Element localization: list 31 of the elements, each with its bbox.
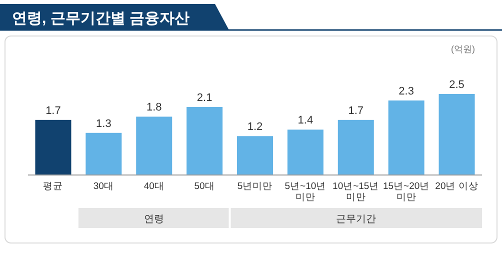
x-tick-label: 5년미만 xyxy=(237,181,273,192)
bar xyxy=(388,100,424,175)
text: 근무기간 xyxy=(336,214,376,225)
x-tick-label: 평균 xyxy=(43,181,64,192)
chart-title: 연령, 근무기간별 금융자산 xyxy=(12,10,190,27)
data-label: 2.3 xyxy=(398,85,414,98)
data-label: 1.7 xyxy=(348,104,364,117)
bar xyxy=(287,130,324,175)
x-tick-label: 10년~15년 미만 xyxy=(332,181,380,203)
bar xyxy=(338,120,374,175)
bar xyxy=(237,136,273,175)
x-tick-label: 20년 이상 xyxy=(435,181,478,192)
data-label: 1.3 xyxy=(96,118,112,130)
y-axis-title: (억원) xyxy=(451,44,475,54)
x-tick-label: 50대 xyxy=(194,181,215,192)
data-label: 1.2 xyxy=(247,121,263,134)
data-label: 1.8 xyxy=(146,102,162,114)
bar xyxy=(186,106,223,175)
data-label: 1.7 xyxy=(46,104,61,117)
x-tick-label: 5년~10년 미만 xyxy=(284,181,326,203)
x-tick-label: 15년~20년 미만 xyxy=(382,181,430,203)
x-tick-label: 30대 xyxy=(93,181,114,192)
text: 연령 xyxy=(144,214,164,225)
data-label: 2.1 xyxy=(196,92,212,104)
x-tick-label: 40대 xyxy=(144,181,164,192)
bar xyxy=(136,116,172,175)
data-label: 2.5 xyxy=(449,79,464,91)
bar xyxy=(35,120,72,175)
data-label: 1.4 xyxy=(298,114,314,127)
bar xyxy=(86,132,122,175)
bar xyxy=(438,94,475,175)
